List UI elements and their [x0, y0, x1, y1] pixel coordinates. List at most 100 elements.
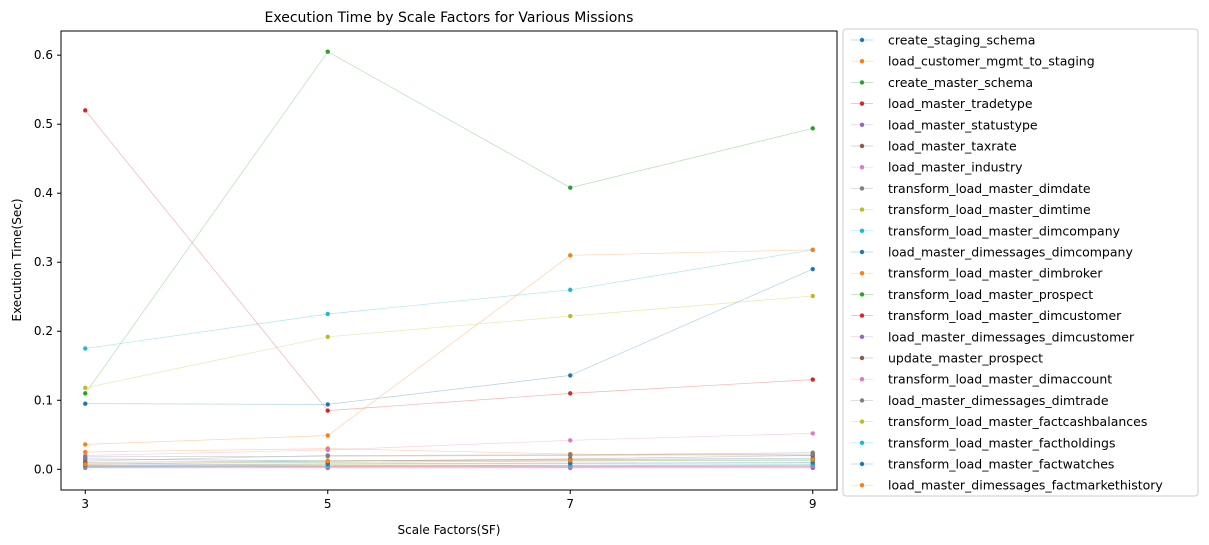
legend-marker [859, 377, 865, 382]
series-line-load_master_industry [85, 433, 813, 456]
y-axis-ticks: 0.0 0.1 0.2 0.3 0.4 0.5 0.6 [34, 48, 61, 476]
legend-item: transform_load_master_dimdate [851, 181, 1091, 196]
legend-item: transform_load_master_dimbroker [851, 266, 1103, 281]
x-tick-label: 9 [809, 497, 817, 511]
series-line-transform_load_master_factwatches [85, 462, 813, 466]
series-line-load_master_taxrate [85, 464, 813, 467]
legend-marker [859, 313, 865, 318]
legend-item: load_master_dimessages_factmarkethistory [851, 478, 1163, 493]
data-point-load_master_dimessages_dimtrade [810, 451, 815, 457]
legend-label: load_master_dimessages_dimcustomer [888, 329, 1135, 344]
data-point-transform_load_master_dimtime [568, 313, 573, 319]
legend-item: load_master_tradetype [851, 96, 1033, 111]
series-line-load_master_dimessages_dimtrade [85, 453, 813, 458]
data-point-load_customer_mgmt_to_staging [83, 449, 88, 455]
legend-label: transform_load_master_dimaccount [888, 372, 1112, 387]
series-line-load_master_dimessages_dimcompany [85, 268, 813, 405]
legend-marker [859, 186, 865, 191]
series-layer [83, 49, 815, 471]
x-tick-label: 5 [324, 497, 332, 511]
legend-item: transform_load_master_factwatches [851, 457, 1114, 472]
series-line-transform_load_master_dimaccount [85, 465, 813, 468]
data-point-create_master_schema [325, 49, 330, 54]
y-tick-label: 0.4 [34, 186, 53, 200]
legend-item: create_master_schema [851, 75, 1033, 90]
data-point-load_master_tradetype [83, 108, 88, 113]
legend-label: transform_load_master_factcashbalances [888, 414, 1147, 429]
data-point-load_master_dimessages_dimcompany [810, 266, 815, 272]
legend-label: transform_load_master_dimcompany [888, 223, 1121, 238]
series-line-transform_load_master_dimcompany [85, 249, 813, 349]
legend-label: create_master_schema [888, 75, 1033, 90]
legend-marker [859, 249, 865, 255]
data-point-transform_load_master_dimtime [810, 293, 815, 299]
legend-item: load_master_industry [851, 160, 1023, 175]
data-point-load_master_dimessages_factmarkethistory [83, 462, 88, 467]
legend-marker [859, 292, 865, 297]
legend-item: transform_load_master_dimaccount [851, 372, 1112, 387]
legend-label: load_master_dimessages_dimtrade [888, 393, 1109, 408]
series-line-transform_load_master_factholdings [85, 464, 813, 467]
legend-marker [859, 165, 865, 170]
series-line-load_customer_mgmt_to_staging [85, 448, 813, 456]
series-line-load_master_statustype [85, 466, 813, 468]
legend-item: load_master_statustype [851, 117, 1038, 132]
x-axis-label: Scale Factors(SF) [398, 523, 501, 537]
y-tick-label: 0.6 [34, 48, 53, 62]
legend-label: transform_load_master_dimbroker [888, 266, 1103, 281]
legend-item: transform_load_master_dimcompany [851, 223, 1121, 238]
legend-label: load_master_statustype [888, 117, 1038, 132]
x-tick-label: 3 [81, 497, 89, 511]
series-line-transform_load_master_dimbroker [85, 249, 813, 445]
legend-marker [859, 143, 865, 149]
legend-label: transform_load_master_factholdings [888, 435, 1115, 450]
legend-marker [859, 37, 865, 43]
legend-label: transform_load_master_dimcustomer [888, 308, 1122, 323]
legend-item: transform_load_master_prospect [851, 287, 1093, 302]
series-line-transform_load_master_prospect [85, 459, 813, 465]
legend-label: create_staging_schema [888, 33, 1035, 48]
legend-marker [859, 207, 865, 212]
y-axis-label: Execution Time(Sec) [10, 198, 24, 321]
legend-marker [859, 59, 865, 64]
legend-marker [859, 228, 865, 233]
legend-label: transform_load_master_prospect [888, 287, 1093, 302]
legend-item: transform_load_master_factholdings [851, 435, 1115, 450]
data-point-transform_load_master_dimcompany [325, 311, 330, 317]
series-line-transform_load_master_factcashbalances [85, 462, 813, 467]
legend-item: load_customer_mgmt_to_staging [851, 54, 1095, 69]
data-point-transform_load_master_dimbroker [83, 442, 88, 447]
legend-marker [859, 80, 865, 85]
legend-item: load_master_dimessages_dimcompany [851, 245, 1133, 260]
data-point-load_master_dimessages_dimcompany [83, 401, 88, 406]
series-line-update_master_prospect [85, 455, 813, 463]
data-point-load_master_dimessages_dimtrade [83, 454, 88, 460]
data-point-load_master_tradetype [325, 408, 330, 413]
legend-marker [859, 440, 865, 445]
data-point-create_master_schema [568, 185, 573, 190]
x-axis-ticks: 3 5 7 9 [81, 490, 817, 511]
y-tick-label: 0.3 [34, 255, 53, 269]
data-point-transform_load_master_dimbroker [325, 433, 330, 438]
data-point-load_master_dimessages_factmarkethistory [810, 457, 815, 462]
legend-entries: create_staging_schema load_customer_mgmt_… [851, 33, 1163, 493]
legend-marker [859, 355, 865, 361]
legend-item: update_master_prospect [851, 351, 1043, 366]
legend-item: transform_load_master_dimcustomer [851, 308, 1122, 323]
legend-marker [859, 419, 865, 424]
chart-title: Execution Time by Scale Factors for Vari… [265, 10, 634, 26]
legend-item: transform_load_master_dimtime [851, 202, 1091, 217]
legend-label: transform_load_master_dimtime [888, 202, 1091, 217]
legend-label: transform_load_master_dimdate [888, 181, 1091, 196]
legend-label: load_master_taxrate [888, 139, 1017, 154]
legend-frame [842, 28, 1199, 497]
y-tick-label: 0.2 [34, 324, 53, 338]
data-point-load_master_dimessages_dimcompany [325, 402, 330, 407]
legend-label: load_master_industry [888, 160, 1023, 175]
data-point-load_master_tradetype [568, 391, 573, 396]
data-point-load_master_dimessages_factmarkethistory [568, 458, 573, 463]
data-point-transform_load_master_dimcompany [568, 287, 573, 293]
y-tick-label: 0.0 [34, 462, 53, 476]
data-point-load_master_dimessages_dimcompany [568, 373, 573, 378]
